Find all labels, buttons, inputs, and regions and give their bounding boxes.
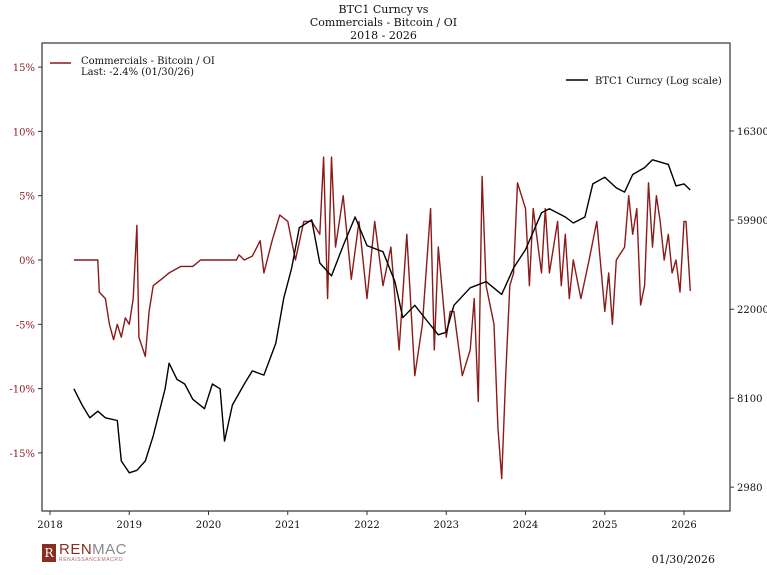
chart-title-line-2: Commercials - Bitcoin / OI bbox=[309, 16, 458, 29]
x-tick-label: 2022 bbox=[354, 520, 379, 531]
y-left-tick-label: 0% bbox=[19, 256, 35, 267]
y-right-tick-label: 22000 bbox=[737, 305, 767, 316]
commercials-line bbox=[73, 156, 691, 480]
legend-last-value: Last: -2.4% (01/30/26) bbox=[81, 67, 194, 78]
chart-title-line-1: BTC1 Curncy vs bbox=[338, 3, 429, 16]
legend-label-btc: BTC1 Curncy (Log scale) bbox=[595, 76, 722, 87]
x-tick-label: 2025 bbox=[592, 520, 617, 531]
y-left-tick-label: 15% bbox=[13, 63, 35, 74]
chart-title-line-3: 2018 - 2026 bbox=[350, 29, 417, 42]
x-tick-label: 2019 bbox=[117, 520, 142, 531]
btc-price-line bbox=[73, 159, 691, 474]
x-tick-label: 2024 bbox=[513, 520, 538, 531]
y-right-tick-label: 2980 bbox=[737, 483, 762, 494]
x-tick-label: 2026 bbox=[671, 520, 696, 531]
y-right-tick-label: 8100 bbox=[737, 394, 762, 405]
legend-label-commercials: Commercials - Bitcoin / OI bbox=[81, 56, 215, 67]
y-left-tick-label: -10% bbox=[9, 385, 35, 396]
y-left-tick-label: 10% bbox=[13, 127, 35, 138]
y-left-tick-label: 5% bbox=[19, 192, 35, 203]
x-tick-label: 2021 bbox=[275, 520, 300, 531]
report-date: 01/30/2026 bbox=[651, 553, 715, 566]
y-right-tick-label: 59900 bbox=[737, 216, 767, 227]
plot-frame bbox=[41, 42, 731, 512]
renmac-logo: R RENMAC RENAISSANCEMACRO bbox=[42, 542, 127, 563]
x-tick-label: 2023 bbox=[434, 520, 459, 531]
x-tick-label: 2018 bbox=[37, 520, 62, 531]
y-left-tick-label: -15% bbox=[9, 449, 35, 460]
y-right-tick-label: 163000 bbox=[737, 127, 767, 138]
y-left-tick-label: -5% bbox=[16, 320, 35, 331]
x-tick-label: 2020 bbox=[196, 520, 221, 531]
